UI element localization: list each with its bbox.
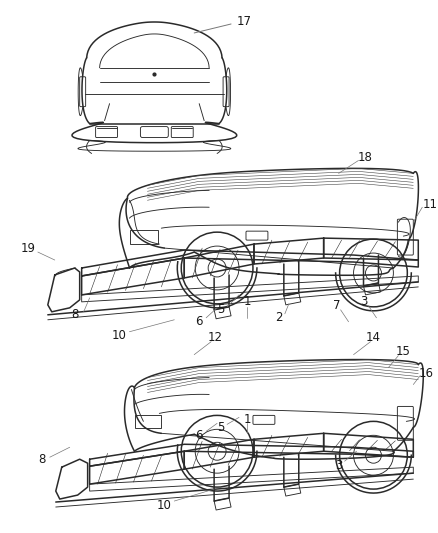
- Text: 6: 6: [195, 316, 203, 328]
- Text: 1: 1: [243, 295, 251, 309]
- Text: 1: 1: [243, 413, 251, 426]
- Text: 12: 12: [208, 331, 223, 344]
- Text: 18: 18: [358, 151, 373, 164]
- Text: 10: 10: [112, 329, 127, 342]
- Text: 10: 10: [157, 498, 172, 512]
- Text: 2: 2: [275, 311, 283, 324]
- Text: 15: 15: [396, 345, 411, 358]
- Text: 19: 19: [21, 241, 35, 255]
- Text: 11: 11: [423, 198, 438, 211]
- Text: 5: 5: [217, 421, 225, 434]
- Text: 17: 17: [237, 14, 251, 28]
- Text: 3: 3: [360, 295, 367, 309]
- Text: 5: 5: [217, 303, 225, 316]
- Text: 3: 3: [335, 459, 343, 472]
- Text: 8: 8: [71, 308, 78, 321]
- Text: 6: 6: [195, 429, 203, 442]
- Text: 14: 14: [366, 331, 381, 344]
- Text: 7: 7: [333, 300, 340, 312]
- Text: 16: 16: [419, 367, 434, 380]
- Text: 8: 8: [38, 453, 46, 466]
